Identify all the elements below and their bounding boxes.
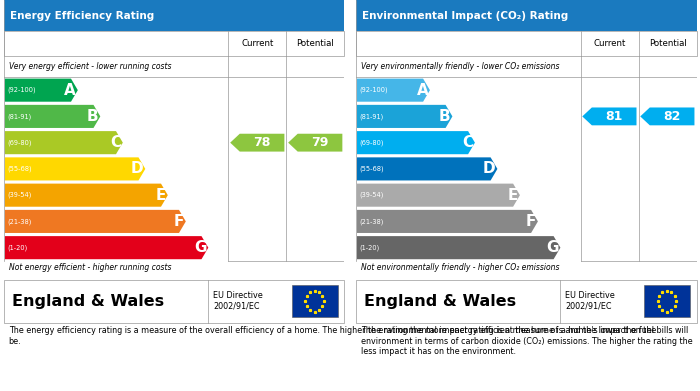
Text: A: A [416,83,428,98]
Text: Potential: Potential [649,39,687,48]
Text: E: E [155,188,166,203]
Text: Energy Efficiency Rating: Energy Efficiency Rating [10,11,154,21]
Text: Current: Current [241,39,274,48]
Polygon shape [357,79,430,102]
Bar [4,0,344,31]
Polygon shape [5,105,100,128]
Text: (21-38): (21-38) [359,218,384,225]
Polygon shape [357,210,538,233]
Polygon shape [357,236,561,259]
Text: England & Wales: England & Wales [364,294,516,308]
Text: (69-80): (69-80) [7,140,31,146]
Polygon shape [357,184,520,207]
Text: B: B [439,109,451,124]
Text: EU Directive
2002/91/EC: EU Directive 2002/91/EC [566,291,615,311]
Text: (69-80): (69-80) [359,140,384,146]
Bar [356,0,696,31]
Text: D: D [131,161,144,176]
Bar [292,285,337,317]
Text: Not energy efficient - higher running costs: Not energy efficient - higher running co… [8,263,171,272]
Text: C: C [462,135,473,150]
Text: 79: 79 [312,136,329,149]
Bar [356,280,696,323]
Text: (92-100): (92-100) [7,87,36,93]
Text: G: G [194,240,206,255]
Text: (81-91): (81-91) [359,113,384,120]
Text: (39-54): (39-54) [359,192,384,198]
Polygon shape [640,108,694,126]
Text: (81-91): (81-91) [7,113,31,120]
Text: E: E [508,188,518,203]
Text: C: C [110,135,121,150]
Text: F: F [174,214,184,229]
Text: A: A [64,83,76,98]
Polygon shape [5,210,186,233]
Text: (1-20): (1-20) [7,244,27,251]
Text: (55-68): (55-68) [359,166,384,172]
Polygon shape [357,157,498,181]
Text: 78: 78 [253,136,271,149]
Bar [644,285,690,317]
Bar [4,31,344,56]
Text: (39-54): (39-54) [7,192,31,198]
Text: The environmental impact rating is a measure of a home's impact on the environme: The environmental impact rating is a mea… [360,326,692,356]
Text: Potential: Potential [297,39,335,48]
Text: England & Wales: England & Wales [12,294,164,308]
Polygon shape [357,105,452,128]
Text: Current: Current [594,39,626,48]
Text: The energy efficiency rating is a measure of the overall efficiency of a home. T: The energy efficiency rating is a measur… [8,326,688,346]
Text: (92-100): (92-100) [359,87,388,93]
Text: Very environmentally friendly - lower CO₂ emissions: Very environmentally friendly - lower CO… [360,62,559,71]
Text: EU Directive
2002/91/EC: EU Directive 2002/91/EC [214,291,263,311]
Text: D: D [483,161,496,176]
Text: F: F [526,214,536,229]
Text: 81: 81 [606,110,623,123]
Polygon shape [5,157,146,181]
Polygon shape [288,134,342,152]
Text: Not environmentally friendly - higher CO₂ emissions: Not environmentally friendly - higher CO… [360,263,559,272]
Text: G: G [546,240,559,255]
Text: Very energy efficient - lower running costs: Very energy efficient - lower running co… [8,62,171,71]
Polygon shape [5,184,168,207]
Text: (55-68): (55-68) [7,166,31,172]
Polygon shape [5,79,78,102]
Text: Environmental Impact (CO₂) Rating: Environmental Impact (CO₂) Rating [362,11,568,21]
Text: 82: 82 [664,110,681,123]
Polygon shape [357,131,475,154]
Text: (1-20): (1-20) [359,244,379,251]
Bar [4,280,344,323]
Polygon shape [5,131,122,154]
Polygon shape [230,134,284,152]
Bar [356,31,696,56]
Polygon shape [582,108,636,126]
Text: B: B [87,109,99,124]
Text: (21-38): (21-38) [7,218,31,225]
Polygon shape [5,236,209,259]
